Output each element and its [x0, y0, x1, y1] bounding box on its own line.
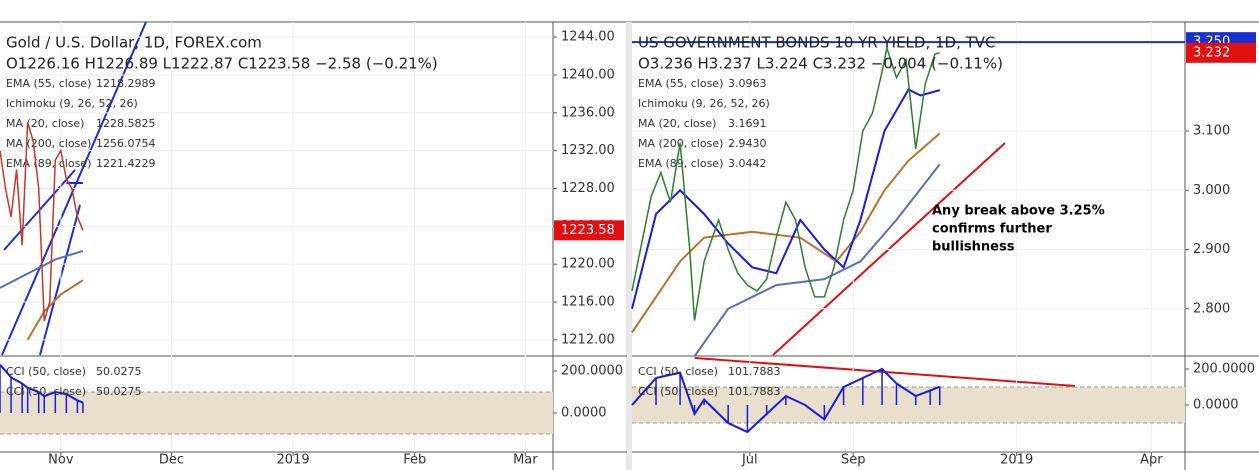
oscillator-legend: CCI (50, close): [638, 385, 718, 398]
indicator-legend: Ichimoku (9, 26, 52, 26): [638, 97, 770, 110]
oscillator-legend: CCI (50, close): [6, 385, 86, 398]
indicator-value: 1218.2989: [96, 77, 156, 90]
x-tick-label: Mar: [513, 453, 538, 468]
indicator-value: 3.0442: [728, 157, 767, 170]
y-tick-label: 0.0000: [561, 406, 607, 421]
panel-separator: [626, 22, 632, 470]
x-tick-label: 2019: [1000, 453, 1033, 468]
y-tick-label: 1244.00: [561, 30, 615, 45]
oscillator-value: 101.7883: [728, 385, 781, 398]
price-label-box: [554, 220, 624, 241]
y-tick-label: 1240.00: [561, 67, 615, 82]
indicator-legend: EMA (55, close): [638, 77, 723, 90]
price-label: 3.232: [1193, 45, 1230, 60]
oscillator-line: [0, 364, 84, 404]
ohlc: O3.236 H3.237 L3.224 C3.232 −0.004 (−0.1…: [638, 55, 1003, 73]
y-tick-label: 200.0000: [1193, 362, 1255, 377]
oscillator-value: 101.7883: [728, 365, 781, 378]
price-label: 1223.58: [561, 223, 615, 238]
price-line: [631, 45, 940, 321]
indicator-legend: MA (200, close): [6, 137, 91, 150]
indicator-line: [26, 279, 84, 341]
chart-title: Gold / U.S. Dollar, 1D, FOREX.com: [6, 34, 262, 52]
indicator-value: 1256.0754: [96, 137, 156, 150]
y-tick-label: 2.800: [1193, 301, 1230, 316]
indicator-value: 3.0963: [728, 77, 767, 90]
y-tick-label: 2.900: [1193, 242, 1230, 257]
x-tick-label: 2019: [277, 453, 310, 468]
annotation: confirms further: [932, 222, 1052, 237]
y-tick-label: 0.0000: [1193, 398, 1239, 413]
y-tick-label: 1232.00: [561, 143, 615, 158]
oscillator-legend: CCI (50, close): [6, 365, 86, 378]
trendline: [772, 142, 1006, 356]
y-tick-label: 200.0000: [561, 364, 623, 379]
annotation: bullishness: [932, 240, 1015, 255]
oscillator-value: 50.0275: [96, 385, 142, 398]
y-tick-label: 1212.00: [561, 332, 615, 347]
ohlc: O1226.16 H1226.89 L1222.87 C1223.58 −2.5…: [6, 55, 438, 73]
oscillator-line: [631, 367, 941, 434]
x-tick-label: Apr: [1140, 453, 1163, 468]
y-tick-label: 3.000: [1193, 183, 1230, 198]
indicator-line: [631, 132, 941, 334]
indicator-legend: MA (20, close): [638, 117, 716, 130]
y-tick-label: 1220.00: [561, 257, 615, 272]
price-label-box: [1186, 42, 1256, 63]
oscillator-band: [632, 387, 1185, 424]
y-tick-label: 1216.00: [561, 295, 615, 310]
chart-title: US GOVERNMENT BONDS 10 YR YIELD, 1D, TVC: [638, 34, 996, 52]
indicator-legend: Ichimoku (9, 26, 52, 26): [6, 97, 138, 110]
indicator-line: [693, 163, 941, 357]
indicator-value: 2.9430: [728, 137, 767, 150]
indicator-legend: EMA (89, close): [6, 157, 91, 170]
oscillator-value: 50.0275: [96, 365, 142, 378]
y-tick-label: 1228.00: [561, 181, 615, 196]
x-tick-label: Dec: [159, 453, 184, 468]
price-line: [0, 122, 84, 322]
x-tick-label: Feb: [403, 453, 426, 468]
oscillator-band: [0, 392, 553, 435]
indicator-value: 1221.4229: [96, 157, 156, 170]
indicator-value: 3.1691: [728, 117, 767, 130]
y-tick-label: 3.100: [1193, 124, 1230, 139]
indicator-legend: EMA (89, close): [638, 157, 723, 170]
annotation: Any break above 3.25%: [932, 204, 1105, 219]
y-tick-label: 1236.00: [561, 105, 615, 120]
x-tick-label: Nov: [48, 453, 74, 468]
x-tick-label: Sep: [841, 453, 866, 468]
indicator-value: 1228.5825: [96, 117, 156, 130]
trendline: [39, 204, 81, 356]
indicator-legend: EMA (55, close): [6, 77, 91, 90]
oscillator-legend: CCI (50, close): [638, 365, 718, 378]
indicator-legend: MA (20, close): [6, 117, 84, 130]
x-tick-label: Jul: [741, 453, 758, 468]
indicator-line: [631, 88, 941, 310]
